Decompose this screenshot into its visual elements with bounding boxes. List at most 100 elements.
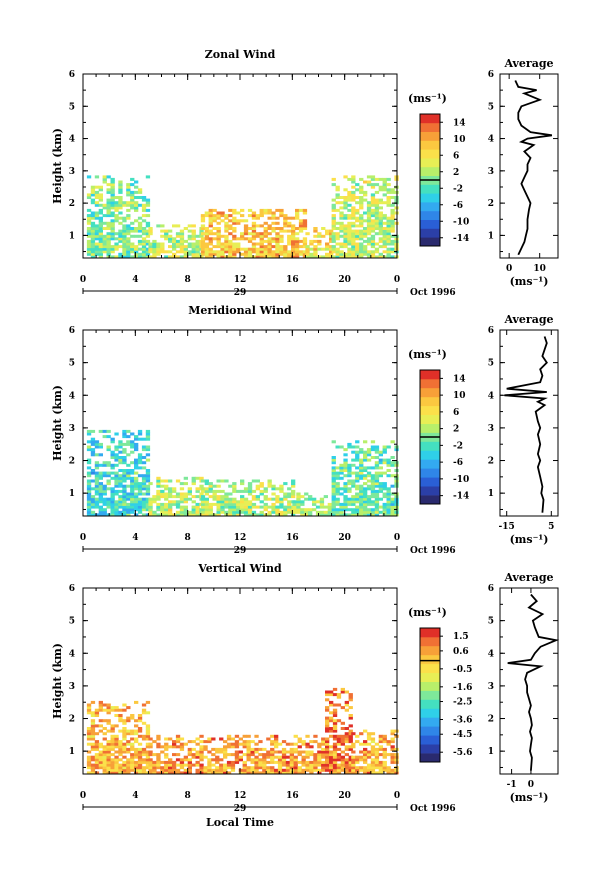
heatmap-cell: [114, 242, 119, 246]
heatmap-cell: [386, 766, 391, 770]
heatmap-cell: [331, 245, 336, 249]
heatmap-cell: [106, 208, 111, 212]
heatmap-cell: [220, 242, 225, 246]
heatmap-cell: [126, 203, 131, 207]
heatmap-cell: [226, 760, 232, 764]
heatmap-cell: [152, 513, 157, 517]
heatmap-cell: [274, 740, 279, 744]
heatmap-cell: [187, 489, 192, 493]
heatmap-cell: [374, 456, 380, 459]
heatmap-cell: [90, 479, 96, 483]
heatmap-cell: [255, 497, 260, 501]
heatmap-cell: [254, 758, 259, 762]
heatmap-cell: [325, 747, 330, 751]
heatmap-cell: [251, 221, 257, 225]
heatmap-cell: [258, 753, 263, 757]
heatmap-cell: [122, 479, 127, 483]
heatmap-cell: [331, 487, 336, 491]
heatmap-cell: [134, 763, 139, 767]
heatmap-cell: [141, 247, 147, 251]
heatmap-cell: [164, 760, 169, 764]
heatmap-cell: [236, 219, 241, 223]
heatmap-cell: [234, 760, 240, 764]
heatmap-cell: [200, 495, 206, 499]
heatmap-cell: [216, 497, 221, 501]
heatmap-cell: [130, 489, 135, 493]
heatmap-cell: [390, 737, 395, 741]
heatmap-cell: [283, 216, 288, 220]
heatmap-cell: [172, 237, 177, 241]
heatmap-cell: [102, 175, 107, 179]
heatmap-cell: [271, 255, 276, 259]
heatmap-cell: [339, 487, 344, 491]
heatmap-cell: [145, 203, 151, 207]
heatmap-cell: [164, 229, 169, 233]
heatmap-cell: [102, 497, 107, 501]
heatmap-cell: [130, 500, 135, 504]
heatmap-cell: [275, 505, 280, 509]
heatmap-cell: [191, 242, 196, 246]
heatmap-cell: [343, 242, 348, 246]
heatmap-cell: [102, 221, 107, 225]
heatmap-cell: [118, 216, 123, 220]
heatmap-cell: [118, 482, 123, 486]
heatmap-cell: [208, 214, 213, 218]
heatmap-cell: [118, 474, 123, 478]
heatmap-cell: [336, 766, 342, 770]
heatmap-cell: [343, 255, 348, 259]
heatmap-cell: [102, 510, 107, 514]
heatmap-cell: [118, 500, 123, 504]
heatmap-cell: [382, 237, 387, 241]
heatmap-cell: [110, 219, 115, 223]
heatmap-cell: [370, 750, 376, 754]
heatmap-cell: [302, 227, 308, 230]
heatmap-cell: [359, 201, 364, 205]
heatmap-cell: [110, 227, 115, 230]
heatmap-cell: [240, 219, 245, 223]
heatmap-cell: [344, 753, 349, 757]
heatmap-cell: [295, 247, 300, 251]
heatmap-cell: [374, 250, 380, 254]
heatmap-cell: [110, 727, 115, 730]
colorbar-swatch: [420, 131, 440, 141]
heatmap-cell: [90, 437, 96, 441]
heatmap-cell: [208, 219, 213, 223]
heatmap-cell: [90, 239, 96, 243]
avg-y-tick-label: 3: [488, 167, 494, 177]
heatmap-cell: [145, 760, 151, 764]
heatmap-cell: [355, 234, 360, 238]
heatmap-cell: [370, 476, 376, 480]
heatmap-cell: [90, 510, 96, 514]
heatmap-cell: [94, 711, 100, 715]
heatmap-cell: [302, 245, 308, 249]
heatmap-cell: [106, 505, 111, 509]
heatmap-cell: [232, 482, 237, 486]
heatmap-cell: [382, 185, 387, 189]
heatmap-cell: [382, 255, 387, 259]
heatmap-cell: [289, 755, 294, 759]
heatmap-cell: [355, 247, 360, 251]
heatmap-cell: [90, 771, 96, 775]
heatmap-cell: [236, 502, 241, 506]
heatmap-cell: [118, 185, 123, 189]
heatmap-cell: [271, 214, 276, 218]
heatmap-cell: [145, 458, 151, 462]
heatmap-cell: [355, 758, 360, 762]
heatmap-cell: [94, 742, 100, 746]
heatmap-cell: [335, 484, 340, 488]
heatmap-cell: [359, 224, 364, 228]
heatmap-cell: [145, 471, 151, 475]
heatmap-cell: [86, 708, 92, 712]
heatmap-cell: [281, 753, 287, 757]
heatmap-cell: [216, 242, 221, 246]
heatmap-cell: [219, 771, 224, 775]
heatmap-cell: [250, 760, 255, 764]
heatmap-cell: [351, 755, 356, 759]
heatmap-cell: [216, 502, 221, 506]
heatmap-cell: [126, 201, 131, 205]
heatmap-cell: [145, 734, 151, 738]
heatmap-cell: [86, 760, 92, 764]
heatmap-cell: [343, 453, 348, 457]
heatmap-cell: [336, 734, 342, 738]
heatmap-cell: [382, 740, 387, 744]
